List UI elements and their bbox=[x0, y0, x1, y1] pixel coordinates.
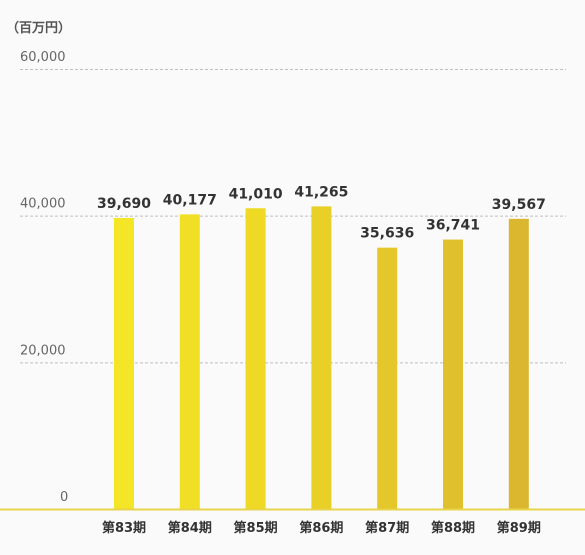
x-tick-label: 第83期 bbox=[102, 520, 146, 536]
y-tick-label: 0 bbox=[60, 490, 68, 505]
value-label: 39,567 bbox=[492, 197, 546, 213]
y-tick-label: 60,000 bbox=[20, 50, 66, 65]
y-tick-label: 20,000 bbox=[20, 343, 66, 358]
bar bbox=[377, 247, 398, 510]
bar bbox=[179, 214, 200, 510]
value-label: 41,010 bbox=[229, 186, 283, 202]
value-labels: 39,690 40,177 41,010 41,265 35,636 36,741 39,5… bbox=[97, 184, 546, 241]
value-label: 36,741 bbox=[426, 218, 480, 234]
unit-label: （百万円） bbox=[6, 20, 71, 36]
x-tick-label: 第85期 bbox=[234, 520, 278, 536]
bar bbox=[311, 206, 332, 509]
x-tick-label: 第87期 bbox=[365, 520, 409, 536]
x-tick-label: 第84期 bbox=[168, 520, 212, 536]
x-tick-label: 第86期 bbox=[299, 520, 343, 536]
x-tick-label: 第88期 bbox=[431, 520, 475, 536]
gridlines bbox=[20, 69, 566, 364]
value-label: 41,265 bbox=[294, 184, 348, 200]
bar bbox=[114, 217, 134, 509]
bar bbox=[443, 239, 463, 510]
bar bbox=[508, 218, 529, 510]
x-axis-ticks: 第83期 第84期 第85期 第86期 第87期 第88期 第89期 bbox=[102, 520, 541, 536]
bars bbox=[114, 206, 529, 510]
bar bbox=[245, 208, 266, 509]
value-label: 35,636 bbox=[360, 226, 414, 242]
value-label: 39,690 bbox=[97, 196, 151, 212]
y-tick-label: 40,000 bbox=[20, 197, 66, 212]
y-axis-ticks: 0 20,000 40,000 60,000 bbox=[20, 50, 68, 505]
x-tick-label: 第89期 bbox=[497, 520, 541, 536]
value-label: 40,177 bbox=[163, 192, 217, 208]
